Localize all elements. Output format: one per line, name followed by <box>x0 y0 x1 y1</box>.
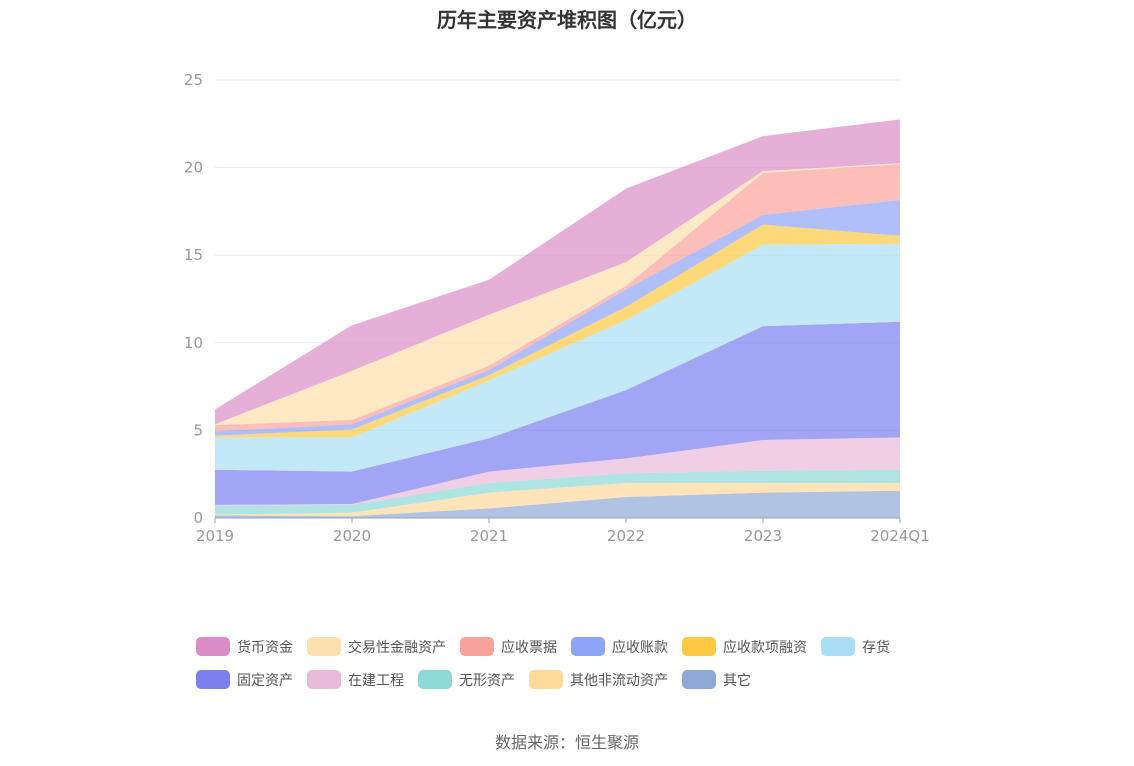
x-tick-label: 2024Q1 <box>870 527 930 545</box>
legend-swatch <box>418 670 452 689</box>
legend-row: 固定资产 在建工程 无形资产 其他非流动资产 其它 <box>196 663 956 696</box>
legend-swatch <box>571 637 605 656</box>
axes: 0 5 10 15 20 25 2019 2020 2021 2022 2023 2024Q1 <box>184 71 930 545</box>
legend-label: 应收账款 <box>612 639 668 656</box>
legend-item[interactable]: 其它 <box>682 670 751 690</box>
area-无形资产 <box>215 469 900 515</box>
legend-label: 交易性金融资产 <box>348 639 446 656</box>
legend-item[interactable]: 其他非流动资产 <box>529 670 668 690</box>
legend: 货币资金 交易性金融资产 应收票据 应收账款 应收款项融资 存货固定资产 在建工程 无形资产 其… <box>196 630 956 696</box>
stacked-area-chart: 0 5 10 15 20 25 2019 2020 2021 2022 2023 2024Q1 <box>184 71 930 545</box>
series-areas <box>215 119 900 518</box>
legend-swatch <box>682 637 716 656</box>
y-tick-label: 20 <box>184 159 203 177</box>
area-固定资产 <box>215 321 900 505</box>
x-tick-label: 2019 <box>196 527 234 545</box>
legend-item[interactable]: 在建工程 <box>307 670 404 690</box>
legend-item[interactable]: 应收款项融资 <box>682 637 807 657</box>
legend-item[interactable]: 应收账款 <box>571 637 668 657</box>
legend-label: 货币资金 <box>237 639 293 656</box>
y-tick-label: 5 <box>193 421 203 439</box>
area-存货 <box>215 243 900 472</box>
legend-swatch <box>682 670 716 689</box>
legend-item[interactable]: 交易性金融资产 <box>307 637 446 657</box>
legend-item[interactable]: 存货 <box>821 637 890 657</box>
x-tick-label: 2022 <box>607 527 645 545</box>
legend-label: 其他非流动资产 <box>570 672 668 689</box>
x-tick-label: 2023 <box>744 527 782 545</box>
legend-item[interactable]: 应收票据 <box>460 637 557 657</box>
area-货币资金 <box>215 119 900 425</box>
y-tick-label: 25 <box>184 71 203 89</box>
y-tick-label: 10 <box>184 334 203 352</box>
legend-swatch <box>307 637 341 656</box>
x-tick-label: 2021 <box>470 527 508 545</box>
legend-label: 在建工程 <box>348 672 404 689</box>
legend-label: 应收款项融资 <box>723 639 807 656</box>
legend-swatch <box>460 637 494 656</box>
legend-item[interactable]: 无形资产 <box>418 670 515 690</box>
y-tick-label: 15 <box>184 246 203 264</box>
chart-title: 历年主要资产堆积图（亿元） <box>437 8 697 32</box>
area-交易性金融资产 <box>215 163 900 426</box>
legend-swatch <box>196 637 230 656</box>
legend-swatch <box>821 637 855 656</box>
legend-row: 货币资金 交易性金融资产 应收票据 应收账款 应收款项融资 存货 <box>196 630 956 663</box>
legend-swatch <box>529 670 563 689</box>
area-在建工程 <box>215 437 900 506</box>
area-应收票据 <box>215 164 900 432</box>
area-其他非流动资产 <box>215 483 900 517</box>
legend-item[interactable]: 固定资产 <box>196 670 293 690</box>
legend-label: 无形资产 <box>459 672 515 689</box>
x-tick-label: 2020 <box>333 527 371 545</box>
legend-label: 其它 <box>723 672 751 689</box>
area-其它 <box>215 490 900 518</box>
legend-label: 固定资产 <box>237 672 293 689</box>
area-应收账款 <box>215 200 900 436</box>
legend-label: 存货 <box>862 639 890 656</box>
legend-item[interactable]: 货币资金 <box>196 637 293 657</box>
y-tick-label: 0 <box>193 509 203 527</box>
legend-swatch <box>196 670 230 689</box>
legend-label: 应收票据 <box>501 639 557 656</box>
data-source-note: 数据来源：恒生聚源 <box>494 733 639 752</box>
legend-swatch <box>307 670 341 689</box>
